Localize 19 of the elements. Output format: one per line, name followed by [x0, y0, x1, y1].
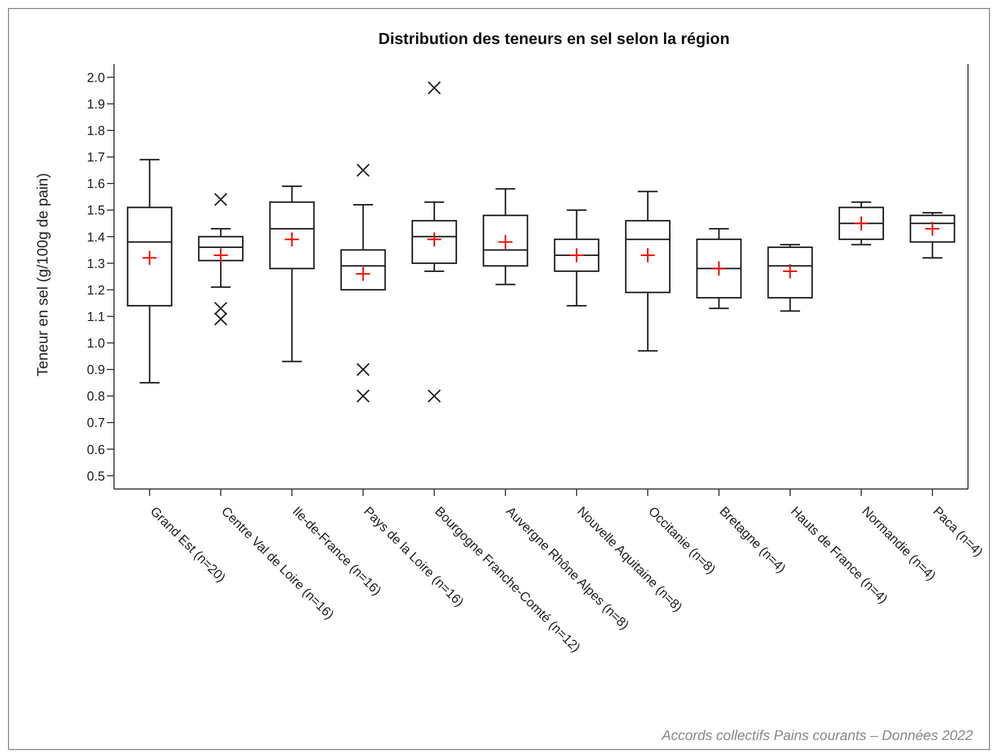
y-tick-label: 1.8 [86, 123, 105, 138]
y-tick-label: 1.4 [86, 229, 105, 244]
y-tick-label: 0.8 [86, 388, 105, 404]
text: Accords collectifs Pains courants – Données 2022 [662, 727, 973, 743]
y-tick-label: 1.5 [86, 202, 105, 218]
y-tick-label: 1.7 [86, 150, 105, 165]
y-axis-title: Teneur en sel (g/100g de pain) [34, 173, 52, 376]
y-tick-label: 2.0 [86, 70, 105, 85]
y-tick-label: 1.0 [86, 336, 105, 351]
y-tick-label: 1.1 [86, 308, 105, 324]
y-tick-label: 1.9 [86, 96, 105, 112]
y-tick-label: 0.6 [86, 442, 105, 457]
y-tick-label: 1.3 [86, 256, 105, 271]
y-tick-label: 1.6 [86, 176, 105, 192]
y-tick-label: 0.9 [86, 362, 105, 378]
y-tick-label: 1.2 [86, 282, 105, 298]
chart-title: Distribution des teneurs en sel selon la région [377, 31, 731, 49]
y-tick-label: 0.5 [86, 468, 105, 484]
y-tick-label: 0.7 [86, 415, 105, 430]
